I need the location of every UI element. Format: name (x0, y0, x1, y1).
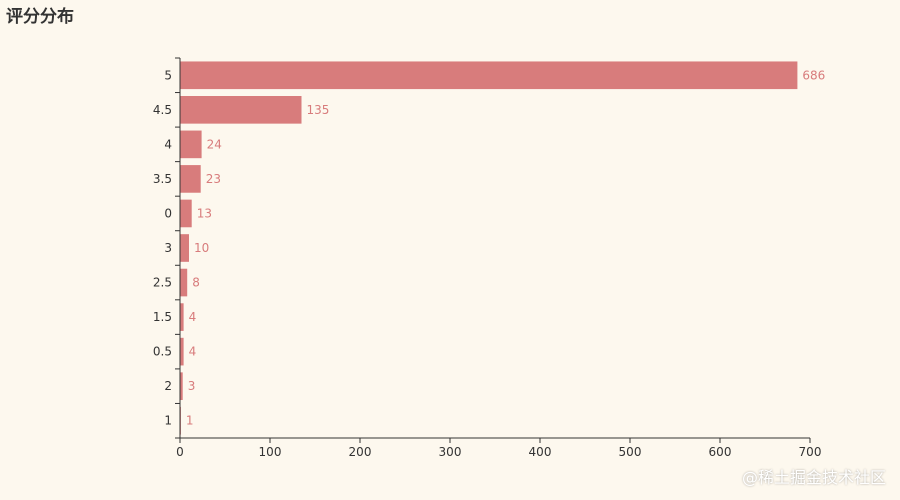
x-tick-label-100: 100 (259, 445, 282, 459)
y-tick-label-2.5: 2.5 (153, 276, 172, 290)
bars-layer (180, 61, 798, 435)
bar-3.5 (180, 165, 201, 193)
data-label-3.5: 23 (206, 172, 221, 186)
data-label-4: 24 (207, 137, 222, 151)
bar-2 (180, 372, 183, 400)
x-tick-label-500: 500 (619, 445, 642, 459)
x-tick-label-700: 700 (799, 445, 822, 459)
bar-0.5 (180, 337, 184, 366)
data-label-5: 686 (802, 68, 825, 82)
x-tick-label-0: 0 (176, 445, 184, 459)
chart-title: 评分分布 (6, 7, 74, 27)
bar-3 (180, 234, 189, 262)
y-tick-label-5: 5 (164, 68, 172, 82)
y-tick-label-4: 4 (164, 137, 172, 151)
x-tick-label-300: 300 (439, 445, 462, 459)
data-label-2.5: 8 (192, 276, 200, 290)
data-labels-layer: 686 135 24 23 13 10 8 4 4 3 1 (186, 68, 825, 427)
y-tick-label-2: 2 (164, 379, 172, 393)
data-label-2: 3 (188, 379, 196, 393)
y-tick-label-3.5: 3.5 (153, 172, 172, 186)
y-tick-label-1.5: 1.5 (153, 310, 172, 324)
bar-4 (180, 130, 202, 159)
y-tick-label-4.5: 4.5 (153, 103, 172, 117)
data-label-1: 1 (186, 414, 194, 428)
bar-2.5 (180, 268, 188, 297)
y-tick-label-0.5: 0.5 (153, 345, 172, 359)
bar-4.5 (180, 96, 302, 124)
bar-5 (180, 61, 798, 90)
x-tick-label-200: 200 (349, 445, 372, 459)
data-label-3: 10 (194, 241, 209, 255)
bar-1.5 (180, 303, 184, 331)
bar-0 (180, 199, 192, 228)
x-tick-label-400: 400 (529, 445, 552, 459)
data-label-0: 13 (197, 206, 212, 220)
y-tick-label-1: 1 (164, 414, 172, 428)
data-label-4.5: 135 (307, 103, 330, 117)
data-label-1.5: 4 (189, 310, 197, 324)
y-tick-label-0: 0 (164, 206, 172, 220)
watermark: @稀土掘金技术社区 (741, 468, 886, 487)
y-tick-label-3: 3 (164, 241, 172, 255)
x-tick-label-600: 600 (709, 445, 732, 459)
data-label-0.5: 4 (189, 345, 197, 359)
